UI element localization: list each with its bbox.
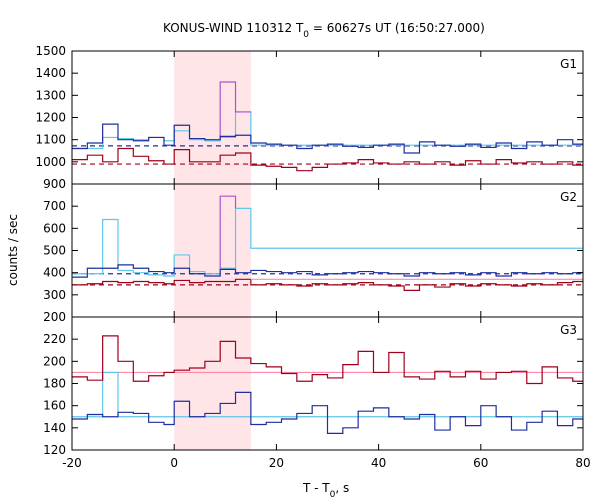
highlight-band <box>174 51 251 450</box>
series-dark-blue <box>72 123 583 154</box>
chart-title-main: KONUS-WIND 110312 T <box>163 21 304 35</box>
y-tick-label: 1100 <box>35 133 66 147</box>
panel-content <box>72 335 583 434</box>
series-violet <box>219 81 251 138</box>
x-tick-label: 80 <box>575 456 590 470</box>
y-tick-label: 160 <box>43 399 66 413</box>
y-tick-label: 600 <box>43 221 66 235</box>
series-dark-red <box>72 335 583 385</box>
plot-area: 900100011001200130014001500G120030040050… <box>35 44 590 470</box>
y-axis-label: counts / sec <box>6 214 20 286</box>
panel-label: G1 <box>560 57 577 71</box>
y-tick-label: 400 <box>43 266 66 280</box>
y-tick-label: 500 <box>43 244 66 258</box>
y-tick-label: 1200 <box>35 111 66 125</box>
panel-label: G3 <box>560 323 577 337</box>
series-light-blue <box>72 207 583 277</box>
x-axis-label-main: T - T <box>302 481 330 495</box>
x-tick-label: 20 <box>269 456 284 470</box>
series-dark-blue <box>72 264 583 278</box>
y-tick-label: 200 <box>43 354 66 368</box>
series-dark-red <box>72 278 583 291</box>
y-tick-label: 900 <box>43 177 66 191</box>
x-axis-label: T - T0, s <box>302 481 349 500</box>
series-violet <box>219 195 237 269</box>
chart-title: KONUS-WIND 110312 T0 = 60627s UT (16:50:… <box>163 21 485 40</box>
y-tick-label: 1400 <box>35 66 66 80</box>
chart-title-rest: = 60627s UT (16:50:27.000) <box>309 21 485 35</box>
x-axis-label-sub: 0 <box>330 490 336 500</box>
x-tick-label: -20 <box>62 456 82 470</box>
panel-frame <box>71 183 584 318</box>
series-dark-blue <box>72 391 583 434</box>
y-tick-label: 300 <box>43 288 66 302</box>
y-tick-label: 1500 <box>35 44 66 58</box>
y-tick-label: 180 <box>43 377 66 391</box>
panel-g2: 200 300 400 500 600 700 G2 <box>43 183 584 324</box>
y-tick-label: 140 <box>43 421 66 435</box>
panel-content <box>72 81 583 172</box>
y-tick-label: 120 <box>43 443 66 457</box>
y-tick-label: 1000 <box>35 155 66 169</box>
chart-title-sub: 0 <box>303 30 309 40</box>
y-tick-label: 200 <box>43 310 66 324</box>
panel-g3: 120 140 160 180 200 220 G3 <box>43 316 584 457</box>
y-tick-label: 220 <box>43 332 66 346</box>
series-dark-red <box>72 147 583 172</box>
panel-label: G2 <box>560 190 577 204</box>
y-tick-label: 700 <box>43 199 66 213</box>
panel-content <box>72 195 583 291</box>
x-tick-label: 60 <box>473 456 488 470</box>
x-tick-label: 0 <box>170 456 178 470</box>
y-tick-label: 1300 <box>35 88 66 102</box>
panel-g1: 900 1000 1100 1200 1300 1400 1500 G1 <box>35 44 584 191</box>
x-tick-label: 40 <box>371 456 386 470</box>
x-axis-label-rest: , s <box>335 481 349 495</box>
